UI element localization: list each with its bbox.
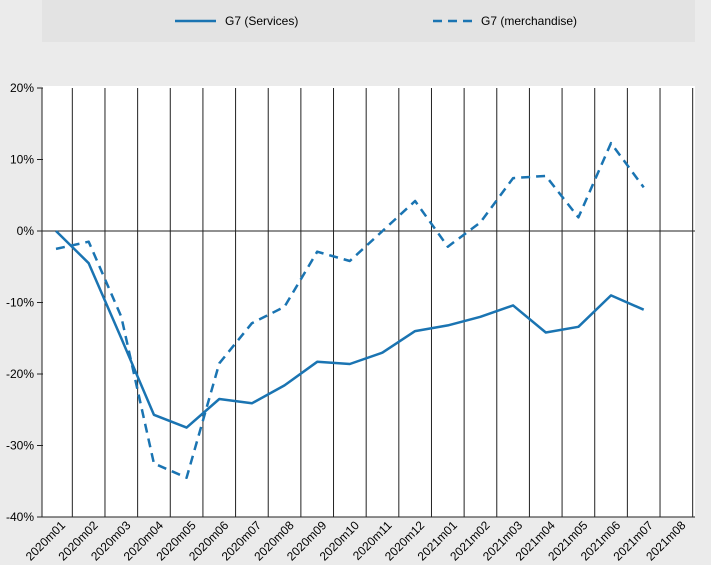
y-tick-label: 0% xyxy=(17,224,35,238)
plot-area xyxy=(42,86,695,517)
y-axis: 20% 10% 0% -10% -20% -30% -40% xyxy=(6,81,695,524)
y-tick-label: -40% xyxy=(6,510,34,524)
y-tick-label: -10% xyxy=(6,296,34,310)
series-group xyxy=(55,141,645,479)
y-tick-label: 10% xyxy=(10,153,34,167)
grid xyxy=(71,88,694,517)
y-tick-label: 20% xyxy=(10,81,34,95)
y-tick-label: -20% xyxy=(6,367,34,381)
legend: G7 (Services) G7 (merchandise) xyxy=(175,14,577,28)
legend-box xyxy=(42,0,695,42)
series-line-g7-merchandise xyxy=(55,141,645,479)
y-tick-label: -30% xyxy=(6,439,34,453)
series-line-g7-services xyxy=(55,230,645,429)
legend-label: G7 (Services) xyxy=(225,14,298,28)
legend-label: G7 (merchandise) xyxy=(481,14,577,28)
